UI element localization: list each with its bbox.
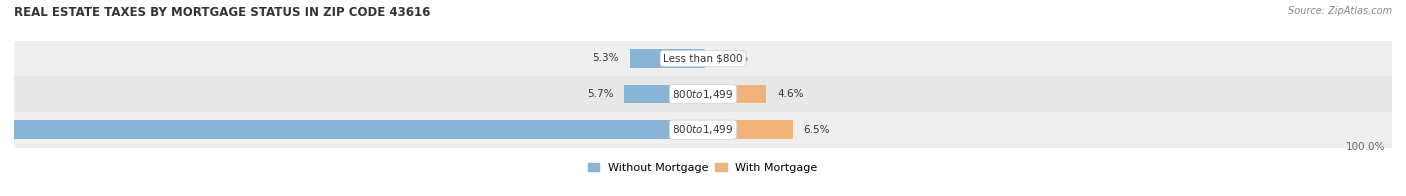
Bar bbox=[624, 85, 703, 103]
Text: Source: ZipAtlas.com: Source: ZipAtlas.com bbox=[1288, 6, 1392, 16]
Text: 5.7%: 5.7% bbox=[586, 89, 613, 99]
Text: REAL ESTATE TAXES BY MORTGAGE STATUS IN ZIP CODE 43616: REAL ESTATE TAXES BY MORTGAGE STATUS IN … bbox=[14, 6, 430, 19]
Bar bbox=[0, 121, 703, 139]
Text: 100.0%: 100.0% bbox=[1346, 142, 1385, 152]
Bar bbox=[703, 85, 766, 103]
Text: 4.6%: 4.6% bbox=[778, 89, 804, 99]
Bar bbox=[14, 41, 1392, 76]
Text: $800 to $1,499: $800 to $1,499 bbox=[672, 123, 734, 136]
Bar bbox=[703, 121, 793, 139]
Text: $800 to $1,499: $800 to $1,499 bbox=[672, 88, 734, 101]
Legend: Without Mortgage, With Mortgage: Without Mortgage, With Mortgage bbox=[588, 163, 818, 173]
Text: 0.13%: 0.13% bbox=[716, 54, 749, 64]
Bar bbox=[14, 76, 1392, 112]
Text: 5.3%: 5.3% bbox=[592, 54, 619, 64]
Bar bbox=[630, 49, 703, 68]
Bar bbox=[14, 112, 1392, 148]
Text: Less than $800: Less than $800 bbox=[664, 54, 742, 64]
Bar bbox=[703, 49, 704, 68]
Text: 6.5%: 6.5% bbox=[804, 125, 830, 135]
